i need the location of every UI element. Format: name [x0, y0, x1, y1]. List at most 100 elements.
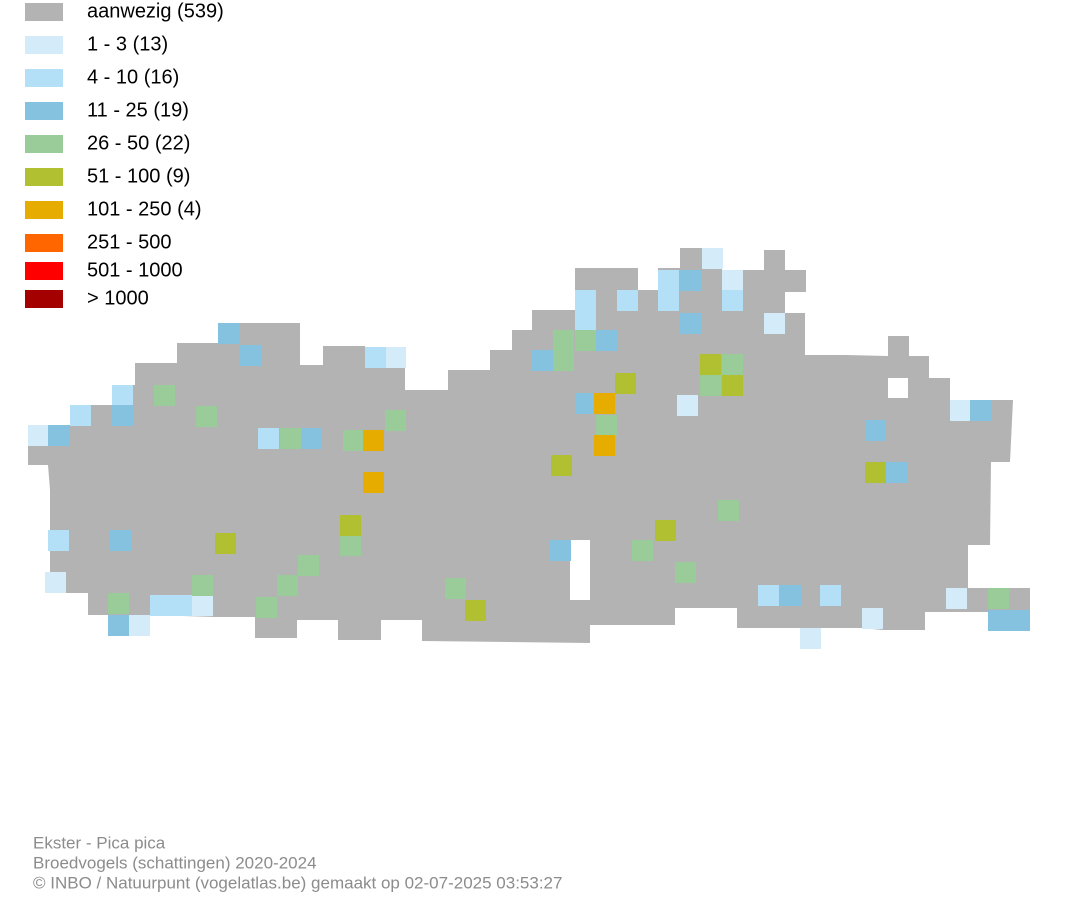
grid-cell	[363, 472, 384, 493]
legend-label: 4 - 10 (16)	[87, 66, 179, 88]
grid-cell	[215, 533, 236, 554]
grid-cell	[722, 354, 743, 375]
grid-cell	[553, 350, 574, 371]
grid-cell	[680, 270, 701, 291]
grid-cell	[240, 345, 261, 366]
grid-cell	[764, 313, 785, 334]
legend-label: 26 - 50 (22)	[87, 132, 190, 154]
grid-cell	[108, 593, 129, 614]
grid-cell	[700, 375, 721, 396]
grid-cell	[615, 373, 636, 394]
grid-cell	[700, 354, 721, 375]
grid-cell	[575, 393, 596, 414]
grid-cell	[677, 395, 698, 416]
legend-swatch	[25, 168, 63, 186]
grid-cell	[680, 313, 701, 334]
grid-cell	[150, 595, 171, 616]
grid-cell	[385, 347, 406, 368]
grid-cell	[277, 575, 298, 596]
grid-cell	[722, 290, 743, 311]
grid-cell	[617, 290, 638, 311]
grid-cell	[596, 415, 617, 436]
legend-swatch	[25, 234, 63, 252]
grid-cell	[865, 420, 886, 441]
legend-label: 1 - 3 (13)	[87, 33, 168, 55]
footer-line: © INBO / Natuurpunt (vogelatlas.be) gema…	[33, 873, 562, 892]
grid-cell	[718, 500, 739, 521]
grid-cell	[722, 375, 743, 396]
legend-swatch	[25, 201, 63, 219]
legend-swatch	[25, 135, 63, 153]
grid-cell	[594, 435, 615, 456]
legend-swatch	[25, 102, 63, 120]
grid-cell	[632, 540, 653, 561]
legend-label: 501 - 1000	[87, 259, 183, 281]
grid-cell	[658, 270, 679, 291]
grid-cell	[385, 410, 406, 431]
gap	[570, 540, 590, 600]
legend-label: 51 - 100 (9)	[87, 165, 190, 187]
grid-cell	[988, 610, 1009, 631]
grid-cell	[256, 597, 277, 618]
grid-cell	[298, 555, 319, 576]
grid-cell	[780, 585, 801, 606]
grid-cell	[280, 428, 301, 449]
footer-line: Broedvogels (schattingen) 2020-2024	[33, 853, 317, 872]
grid-cell	[48, 530, 69, 551]
grid-cell	[675, 562, 696, 583]
grid-cell	[363, 430, 384, 451]
grid-cell	[594, 393, 615, 414]
grid-cell	[258, 428, 279, 449]
legend-label: aanwezig (539)	[87, 0, 224, 22]
grid-cell	[192, 575, 213, 596]
grid-cell	[758, 585, 779, 606]
grid-cell	[655, 520, 676, 541]
grid-cell	[862, 608, 883, 629]
grid-cell	[658, 290, 679, 311]
grid-cell	[112, 405, 133, 426]
grid-cell	[465, 600, 486, 621]
grid-cell	[108, 615, 129, 636]
grid-cell	[218, 323, 239, 344]
grid-cell	[988, 588, 1009, 609]
grid-cell	[171, 595, 192, 616]
grid-cell	[553, 330, 574, 351]
grid-cell	[865, 462, 886, 483]
grid-cell	[970, 400, 991, 421]
grid-cell	[820, 585, 841, 606]
legend-swatch	[25, 36, 63, 54]
grid-cell	[129, 615, 150, 636]
legend-swatch	[25, 3, 63, 21]
grid-cell	[340, 535, 361, 556]
legend-label: 11 - 25 (19)	[87, 99, 189, 121]
grid-cell	[300, 428, 321, 449]
grid-cell	[110, 530, 131, 551]
grid-cell	[702, 248, 723, 269]
grid-cell	[154, 385, 175, 406]
grid-cell	[575, 330, 596, 351]
grid-cell	[196, 406, 217, 427]
grid-cell	[950, 400, 971, 421]
grid-cell	[532, 350, 553, 371]
grid-cell	[596, 330, 617, 351]
region	[28, 248, 1030, 648]
grid-cell	[45, 572, 66, 593]
legend-swatch	[25, 290, 63, 308]
legend-swatch	[25, 262, 63, 280]
gap	[888, 378, 908, 398]
grid-cell	[946, 588, 967, 609]
legend-label: 251 - 500	[87, 231, 172, 253]
legend-label: 101 - 250 (4)	[87, 198, 202, 220]
grid-cell	[886, 462, 907, 483]
grid-cell	[550, 540, 571, 561]
footer-line: Ekster - Pica pica	[33, 833, 166, 852]
grid-cell	[365, 347, 386, 368]
grid-cell	[800, 628, 821, 649]
grid-cell	[1009, 610, 1030, 631]
grid-cell	[48, 425, 69, 446]
grid-cell	[722, 270, 743, 291]
grid-cell	[340, 515, 361, 536]
grid-cell	[70, 405, 91, 426]
